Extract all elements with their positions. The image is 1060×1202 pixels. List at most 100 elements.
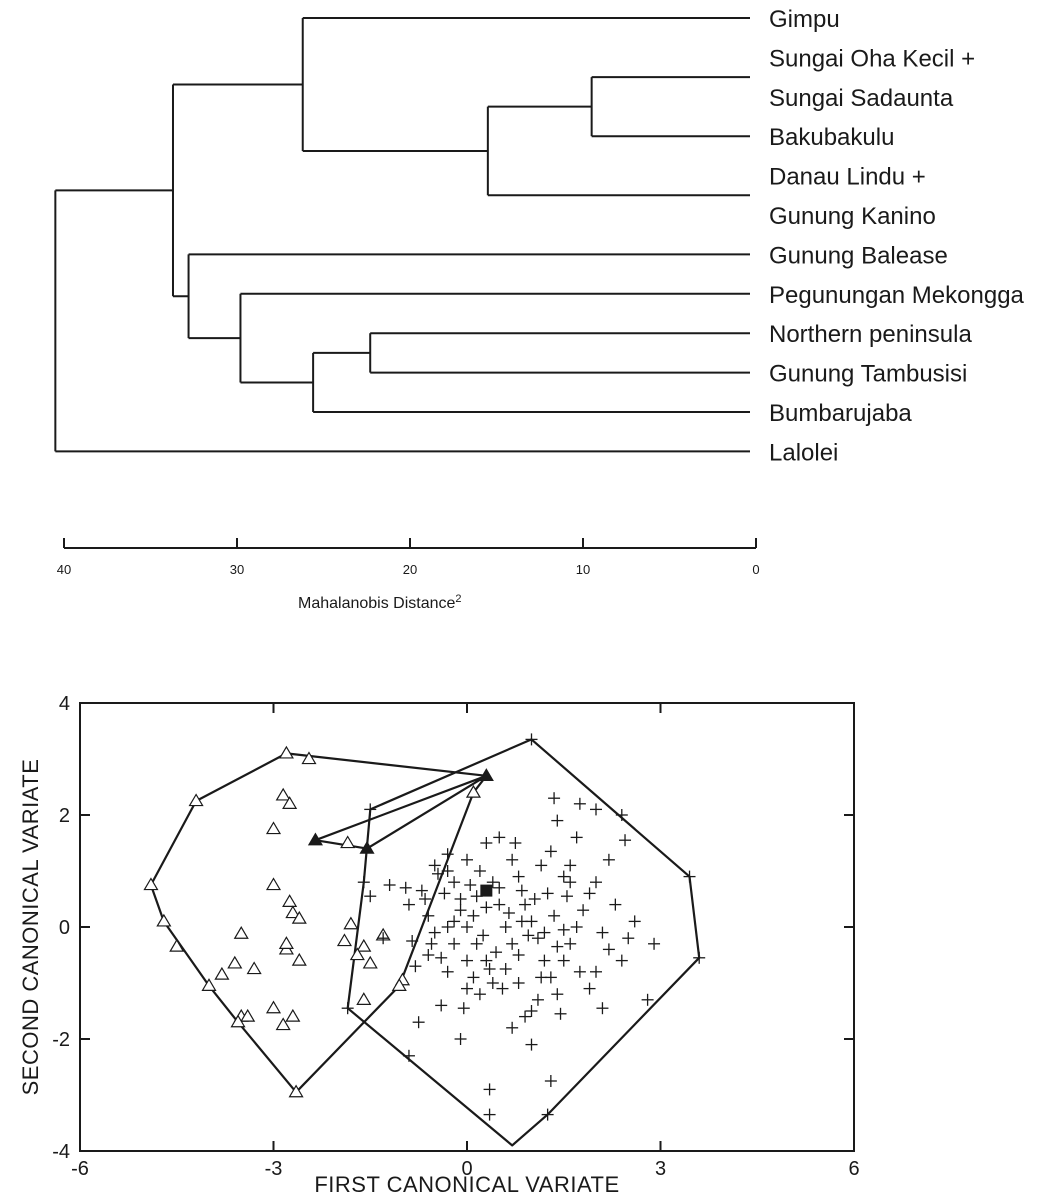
x-tick-label: 6 <box>848 1158 859 1180</box>
open-triangle-point <box>356 938 372 952</box>
plus-point <box>406 935 419 947</box>
filled-square-point <box>480 884 493 897</box>
plus-point <box>596 1002 609 1015</box>
plus-point <box>435 951 448 964</box>
plus-point <box>435 999 448 1012</box>
x-tick-label: -6 <box>71 1158 89 1180</box>
plus-point <box>519 898 532 911</box>
plus-point <box>499 963 512 975</box>
group-hull <box>346 738 701 1147</box>
plus-point <box>583 982 596 995</box>
plus-point <box>364 890 377 903</box>
plus-point <box>583 887 596 900</box>
plus-point <box>544 1075 557 1087</box>
plus-point <box>470 937 483 950</box>
dendrogram: Gimpu Sungai Oha Kecil + Sungai Sadaunta Ba… <box>54 6 1025 466</box>
plus-point <box>409 960 422 973</box>
plus-point <box>573 965 586 978</box>
plus-point <box>483 1083 496 1096</box>
plus-point <box>448 915 461 928</box>
open-triangle-point <box>336 933 352 947</box>
plus-point <box>512 870 525 883</box>
open-triangle-point <box>188 793 204 807</box>
open-triangle-point <box>227 955 243 969</box>
plus-point <box>499 921 512 933</box>
plus-point <box>419 893 432 905</box>
plus-point <box>425 937 438 950</box>
plus-point <box>467 971 480 984</box>
plus-point <box>490 946 503 959</box>
open-triangle-point <box>282 894 298 907</box>
plus-point <box>609 898 622 911</box>
plus-point <box>557 870 570 883</box>
plus-point <box>506 853 519 866</box>
plus-point <box>622 932 635 945</box>
plus-point <box>551 940 564 953</box>
plus-point <box>573 797 586 810</box>
plus-point <box>483 1108 496 1121</box>
plus-point <box>535 971 548 984</box>
plus-point <box>383 879 396 891</box>
plus-point <box>515 915 528 928</box>
open-triangle-point <box>340 835 356 849</box>
plus-point <box>541 887 554 900</box>
plus-point <box>512 977 525 989</box>
x-tick-label: 3 <box>655 1158 666 1180</box>
plus-point <box>441 965 454 978</box>
plus-point <box>461 954 473 967</box>
x-tick-label: 0 <box>461 1158 472 1180</box>
dendrogram-axis: Mahalanobis Distance2 40 30 20 10 0 <box>57 538 760 612</box>
open-triangle-point <box>230 1014 246 1028</box>
leaf-label: Bumbarujaba <box>769 400 912 427</box>
open-triangle-point <box>465 784 481 798</box>
group-hull <box>314 774 488 850</box>
open-triangle-point <box>201 978 217 991</box>
distance-tick-label: 10 <box>576 562 590 577</box>
filled-triangle-point <box>478 768 494 781</box>
plus-point <box>560 890 573 903</box>
open-triangle-point <box>275 1017 291 1031</box>
y-axis-title: SECOND CANONICAL VARIATE <box>18 759 43 1096</box>
plus-point <box>377 932 390 945</box>
canonical-scatter: FIRST CANONICAL VARIATE SECOND CANONICAL… <box>18 693 860 1197</box>
plus-point <box>486 977 499 989</box>
plus-point <box>544 845 557 858</box>
open-triangle-point <box>291 910 307 924</box>
open-triangle-point <box>285 905 301 919</box>
plus-point <box>480 954 493 967</box>
plus-point <box>538 926 551 939</box>
plus-point <box>467 909 480 922</box>
distance-tick-label: 40 <box>57 562 71 577</box>
plus-point <box>596 926 609 939</box>
plus-point <box>477 929 490 942</box>
plus-point <box>602 853 615 866</box>
plus-point <box>602 943 615 956</box>
plus-point <box>615 809 628 821</box>
plus-point <box>531 932 544 945</box>
plus-point <box>541 1108 554 1121</box>
plus-point <box>525 1038 538 1051</box>
leaf-label: Gunung Kanino <box>769 203 936 230</box>
open-triangle-point <box>275 787 291 801</box>
y-tick-label: 4 <box>59 693 70 715</box>
y-tick-label: -2 <box>52 1029 70 1051</box>
plus-point <box>441 921 454 933</box>
y-tick-label: 0 <box>59 917 70 939</box>
open-triangle-point <box>362 955 378 969</box>
plus-point <box>519 1010 532 1023</box>
open-triangle-point <box>343 916 359 930</box>
plus-point <box>619 834 632 847</box>
plus-point <box>341 1002 354 1015</box>
open-triangle-point <box>278 936 294 949</box>
plus-point <box>428 859 441 872</box>
plus-point <box>570 921 583 933</box>
plus-point <box>531 993 544 1006</box>
plus-point <box>590 876 602 889</box>
open-triangle-point <box>214 966 230 980</box>
open-triangle-point <box>391 978 407 991</box>
plus-point <box>399 881 412 894</box>
leaf-label: Lalolei <box>769 439 838 466</box>
plus-point <box>548 792 561 805</box>
plus-point <box>525 733 538 746</box>
